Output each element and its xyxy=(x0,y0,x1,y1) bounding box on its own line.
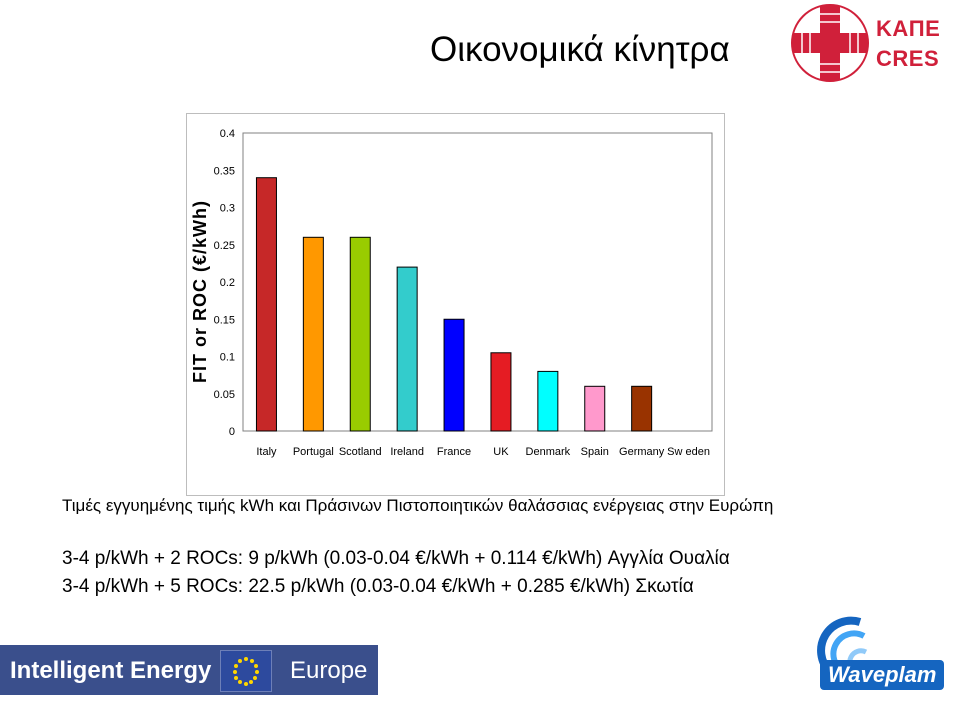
ie-logo-text: Intelligent Energy xyxy=(10,657,212,684)
rocs-line-scotland: 3-4 p/kWh + 5 ROCs: 22.5 p/kWh (0.03-0.0… xyxy=(62,576,694,597)
bar-denmark xyxy=(537,370,559,432)
bar-scotland xyxy=(349,236,371,432)
intelligent-energy-europe-logo: Intelligent Energy Europe xyxy=(0,645,378,695)
x-tick-label: Italy xyxy=(256,446,277,458)
y-tick-label: 0.25 xyxy=(214,240,235,252)
x-tick-label: Scotland xyxy=(339,446,382,458)
y-tick-label: 0.4 xyxy=(220,128,235,140)
bar-france xyxy=(443,318,465,432)
bar-italy xyxy=(255,177,277,432)
kape-emblem-icon xyxy=(791,4,869,82)
x-tick-label: Ireland xyxy=(390,446,424,458)
kape-text: ΚΑΠΕ xyxy=(876,16,941,41)
y-tick-label: 0.05 xyxy=(214,389,235,401)
waveplam-logo: Waveplam xyxy=(800,612,960,698)
x-tick-label: Germany xyxy=(619,446,665,458)
cres-text: CRES xyxy=(876,46,940,71)
y-tick-label: 0.35 xyxy=(214,165,235,177)
y-tick-label: 0.2 xyxy=(220,277,235,289)
y-tick-label: 0.3 xyxy=(220,203,235,215)
waveplam-text: Waveplam xyxy=(820,660,945,690)
slide-title: Οικονομικά κίνητρα xyxy=(430,30,730,69)
plot-area xyxy=(242,132,713,432)
bar-ireland xyxy=(396,266,418,432)
x-tick-label: France xyxy=(437,446,471,458)
x-tick-label: UK xyxy=(493,446,509,458)
y-tick-label: 0.1 xyxy=(220,352,235,364)
kape-cres-logo: ΚΑΠΕ CRES xyxy=(790,2,958,84)
ie-europe-text: Europe xyxy=(290,657,368,684)
rocs-line-england-wales: 3-4 p/kWh + 2 ROCs: 9 p/kWh (0.03-0.04 €… xyxy=(62,548,730,569)
y-tick-label: 0.15 xyxy=(214,314,235,326)
bar-uk xyxy=(490,352,512,432)
chart-caption: Τιμές εγγυημένης τιμής kWh και Πράσινων … xyxy=(62,496,774,515)
x-tick-label: Denmark xyxy=(526,446,571,458)
eu-flag-icon xyxy=(220,650,272,692)
bar-germany xyxy=(631,385,653,432)
bar-portugal xyxy=(302,236,324,432)
x-tick-label: Spain xyxy=(581,446,609,458)
x-tick-label: Sw eden xyxy=(667,446,710,458)
y-tick-label: 0 xyxy=(229,426,235,438)
x-tick-label: Portugal xyxy=(293,446,334,458)
bar-spain xyxy=(584,385,606,432)
